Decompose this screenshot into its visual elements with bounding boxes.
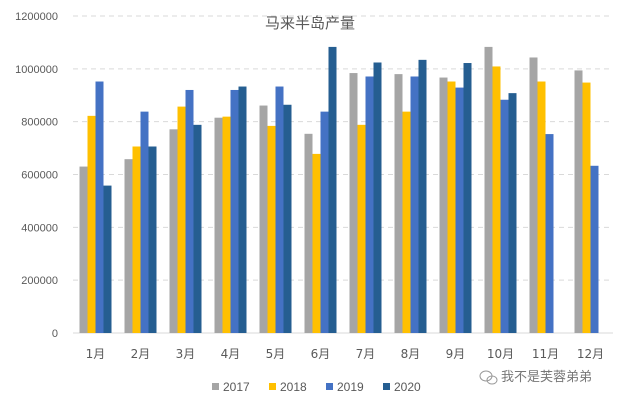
bar-2020-9 bbox=[463, 63, 472, 333]
bar-2019-2 bbox=[140, 111, 149, 334]
bar-2017-4 bbox=[214, 117, 223, 334]
bar-2018-2 bbox=[132, 146, 141, 333]
x-tick-label: 4月 bbox=[221, 347, 241, 361]
x-tick-label: 7月 bbox=[356, 347, 376, 361]
legend-label: 2020 bbox=[394, 380, 421, 394]
x-tick-label: 11月 bbox=[532, 347, 559, 361]
bar-2019-3 bbox=[185, 89, 194, 333]
legend-label: 2018 bbox=[280, 380, 307, 394]
bar-2017-12 bbox=[574, 70, 583, 333]
bar-2017-3 bbox=[169, 129, 178, 333]
bar-2020-4 bbox=[238, 86, 247, 333]
bar-2018-8 bbox=[402, 111, 411, 334]
bar-2017-7 bbox=[349, 73, 358, 333]
bar-2019-12 bbox=[590, 165, 599, 333]
bar-2018-3 bbox=[177, 106, 186, 334]
bar-2019-8 bbox=[410, 76, 419, 333]
watermark-text: 我不是芙蓉弟弟 bbox=[501, 370, 592, 385]
legend-item-2019: 2019 bbox=[326, 380, 364, 394]
legend-swatch bbox=[383, 383, 390, 390]
bar-2020-7 bbox=[373, 62, 382, 333]
y-tick-label: 200000 bbox=[21, 275, 58, 287]
bar-2020-10 bbox=[508, 93, 517, 334]
bar-2020-2 bbox=[148, 146, 157, 333]
bar-2019-10 bbox=[500, 99, 509, 333]
wechat-icon bbox=[479, 370, 498, 385]
bar-2019-4 bbox=[230, 89, 239, 333]
y-tick-label: 800000 bbox=[21, 117, 58, 129]
bar-2017-10 bbox=[484, 46, 493, 333]
bar-2019-6 bbox=[320, 111, 329, 334]
x-tick-label: 9月 bbox=[446, 347, 466, 361]
bar-2020-5 bbox=[283, 104, 292, 333]
y-tick-label: 1000000 bbox=[15, 64, 58, 76]
bar-2018-11 bbox=[537, 81, 546, 333]
bar-2018-4 bbox=[222, 116, 231, 334]
x-tick-label: 5月 bbox=[266, 347, 286, 361]
bar-2018-5 bbox=[267, 125, 276, 333]
bar-2019-1 bbox=[95, 81, 104, 333]
y-tick-label: 400000 bbox=[21, 222, 58, 234]
bar-2018-9 bbox=[447, 81, 456, 333]
x-tick-label: 3月 bbox=[176, 347, 196, 361]
legend-swatch bbox=[326, 383, 333, 390]
bar-2017-6 bbox=[304, 133, 313, 333]
legend-label: 2019 bbox=[337, 380, 364, 394]
bar-2019-7 bbox=[365, 76, 374, 333]
x-tick-label: 6月 bbox=[311, 347, 331, 361]
bar-2017-9 bbox=[439, 77, 448, 333]
y-tick-label: 600000 bbox=[21, 170, 58, 182]
x-tick-label: 12月 bbox=[577, 347, 604, 361]
legend-item-2018: 2018 bbox=[269, 380, 307, 394]
chart-title: 马来半岛产量 bbox=[265, 14, 355, 32]
bar-2018-1 bbox=[87, 115, 96, 333]
bar-2017-2 bbox=[124, 159, 133, 333]
bar-2020-6 bbox=[328, 46, 337, 333]
legend-label: 2017 bbox=[223, 380, 250, 394]
bar-2019-9 bbox=[455, 87, 464, 333]
legend-swatch bbox=[269, 383, 276, 390]
x-tick-label: 8月 bbox=[401, 347, 421, 361]
bar-2017-11 bbox=[529, 57, 538, 333]
legend-item-2020: 2020 bbox=[383, 380, 421, 394]
bar-2017-8 bbox=[394, 74, 403, 333]
bar-2018-7 bbox=[357, 124, 366, 333]
y-tick-label: 1200000 bbox=[15, 11, 58, 23]
watermark: 我不是芙蓉弟弟 bbox=[479, 370, 592, 385]
legend-item-2017: 2017 bbox=[212, 380, 250, 394]
y-tick-label: 0 bbox=[52, 328, 58, 340]
bar-2020-3 bbox=[193, 124, 202, 333]
legend-swatch bbox=[212, 383, 219, 390]
bar-2019-11 bbox=[545, 134, 554, 333]
bar-2018-12 bbox=[582, 82, 591, 333]
bar-2020-8 bbox=[418, 59, 427, 334]
x-tick-label: 10月 bbox=[487, 347, 514, 361]
x-tick-label: 1月 bbox=[86, 347, 106, 361]
bar-2017-5 bbox=[259, 105, 268, 334]
bar-2017-1 bbox=[79, 166, 88, 333]
bar-2018-6 bbox=[312, 153, 321, 333]
bar-2018-10 bbox=[492, 66, 501, 333]
bar-2020-1 bbox=[103, 185, 112, 333]
x-tick-label: 2月 bbox=[131, 347, 151, 361]
bar-2019-5 bbox=[275, 86, 284, 333]
